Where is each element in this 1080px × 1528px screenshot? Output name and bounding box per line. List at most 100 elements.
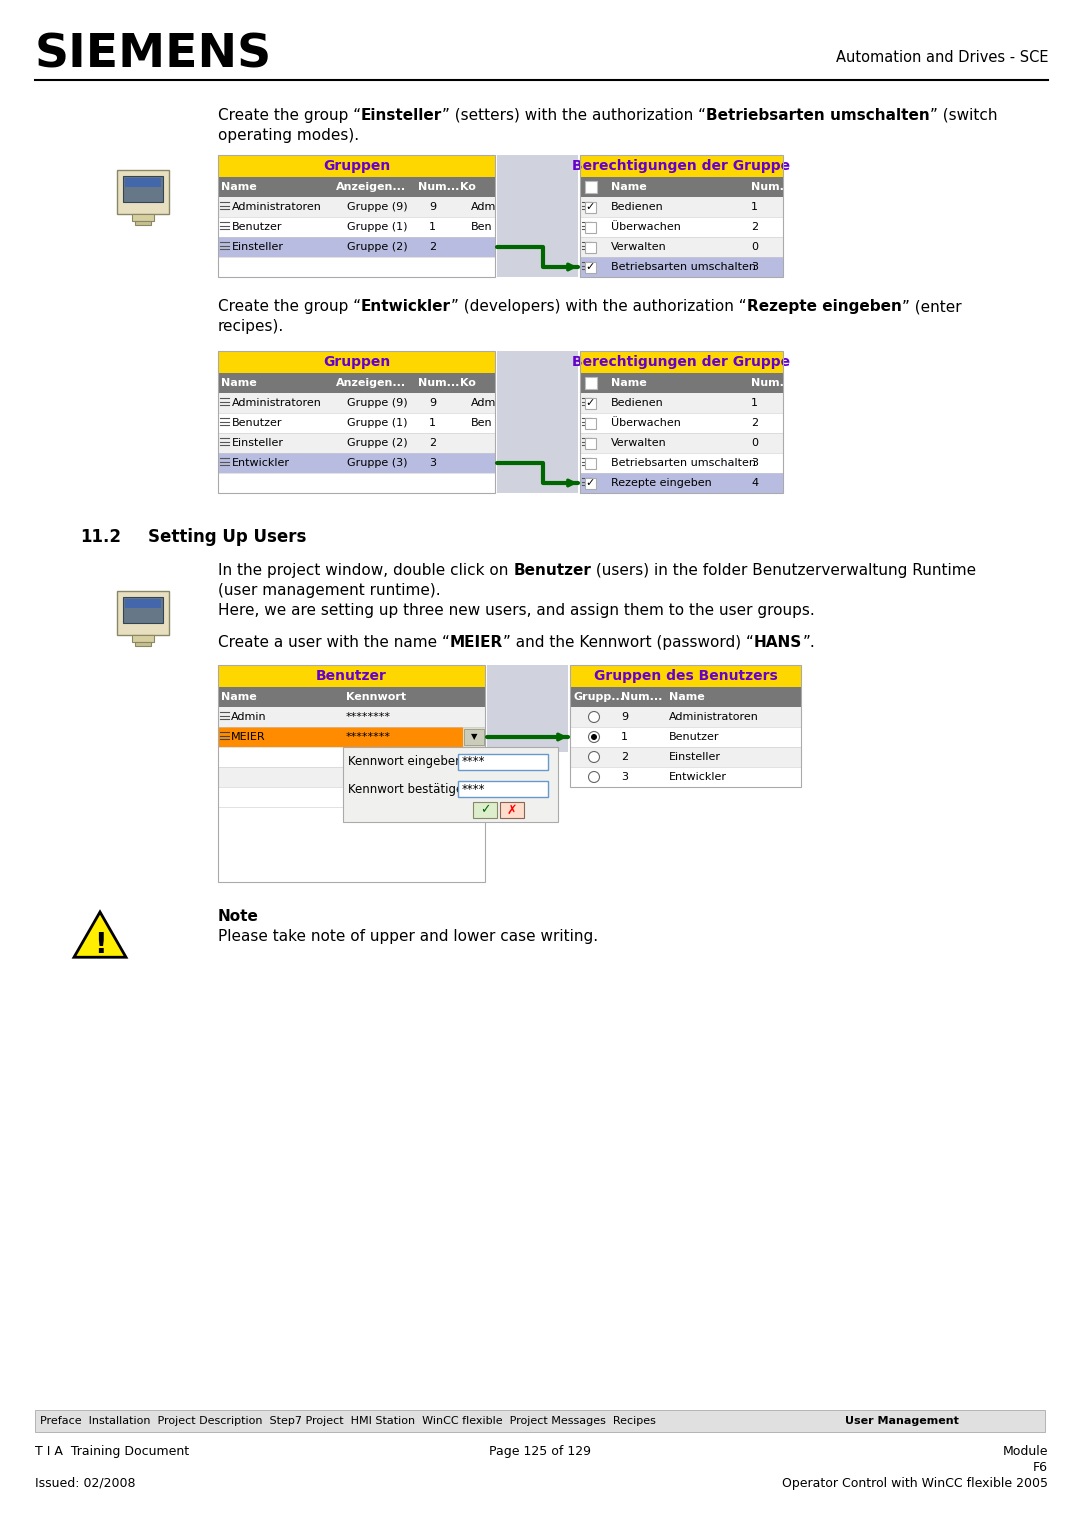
Bar (218, 237, 495, 257)
Text: Name: Name (669, 692, 705, 701)
Bar (580, 154, 783, 277)
Text: Note: Note (218, 909, 259, 924)
Bar (580, 237, 783, 257)
Text: Einsteller: Einsteller (232, 439, 284, 448)
Text: Num...: Num... (621, 692, 662, 701)
Text: In the project window, double click on: In the project window, double click on (218, 562, 513, 578)
Bar (218, 217, 495, 237)
Text: Name: Name (611, 377, 647, 388)
Text: Here, we are setting up three new users, and assign them to the user groups.: Here, we are setting up three new users,… (218, 604, 814, 617)
Text: Ko: Ko (460, 377, 476, 388)
Bar (218, 393, 495, 413)
Text: Einsteller: Einsteller (669, 752, 721, 762)
Bar (570, 688, 801, 707)
Text: Kennwort: Kennwort (346, 692, 406, 701)
Text: Name: Name (611, 182, 647, 193)
Bar (580, 197, 783, 217)
Text: Rezepte eingeben: Rezepte eingeben (611, 478, 712, 487)
Polygon shape (75, 912, 126, 957)
Bar (580, 257, 783, 277)
Bar (218, 787, 485, 807)
Bar (580, 217, 783, 237)
Text: ”.: ”. (802, 636, 815, 649)
Text: Betriebsarten umschalten: Betriebsarten umschalten (706, 108, 930, 122)
Bar (218, 452, 495, 474)
Text: (user management runtime).: (user management runtime). (218, 584, 441, 597)
Bar (580, 474, 783, 494)
Bar (580, 413, 783, 432)
Bar (585, 377, 597, 390)
Bar (497, 351, 578, 494)
Text: 3: 3 (621, 772, 627, 782)
Bar (135, 642, 150, 646)
Bar (585, 180, 597, 193)
Text: Kennwort eingeben: Kennwort eingeben (348, 755, 462, 769)
Text: 0: 0 (751, 439, 758, 448)
Text: MEIER: MEIER (231, 732, 266, 743)
Bar (117, 170, 170, 214)
Bar (218, 747, 485, 767)
Text: Überwachen: Überwachen (611, 419, 680, 428)
Text: 9: 9 (429, 202, 436, 212)
Text: Setting Up Users: Setting Up Users (148, 529, 307, 545)
Text: 1: 1 (429, 222, 436, 232)
Text: Please take note of upper and lower case writing.: Please take note of upper and lower case… (218, 929, 598, 944)
Bar (218, 727, 463, 747)
Bar (123, 597, 163, 623)
Text: User Management: User Management (845, 1416, 959, 1426)
Text: 2: 2 (429, 241, 436, 252)
Text: Rezepte eingeben: Rezepte eingeben (746, 299, 902, 313)
Text: Create the group “: Create the group “ (218, 108, 361, 122)
Bar (585, 222, 596, 232)
Bar (500, 802, 524, 817)
Text: HANS: HANS (754, 636, 802, 649)
Circle shape (589, 752, 599, 762)
Text: ********: ******** (346, 712, 391, 723)
Bar (35, 1410, 1045, 1432)
Text: ✓: ✓ (585, 261, 595, 272)
Text: ” (setters) with the authorization “: ” (setters) with the authorization “ (443, 108, 706, 122)
Text: Grupp...: Grupp... (573, 692, 624, 701)
Text: ” (switch: ” (switch (930, 108, 998, 122)
Bar (585, 437, 596, 449)
Bar (580, 351, 783, 373)
Text: Module: Module (1002, 1445, 1048, 1458)
Bar (117, 591, 170, 634)
Text: 9: 9 (621, 712, 629, 723)
Bar (497, 154, 578, 277)
Text: Name: Name (221, 692, 257, 701)
Circle shape (591, 733, 597, 740)
Bar (218, 767, 485, 787)
Circle shape (589, 732, 599, 743)
Text: ✓: ✓ (585, 397, 595, 408)
Text: Benutzer: Benutzer (669, 732, 719, 743)
Text: Adm: Adm (471, 202, 497, 212)
Bar (218, 351, 495, 373)
Text: Adm: Adm (471, 397, 497, 408)
Bar (218, 154, 495, 277)
Text: Berechtigungen der Gruppe: Berechtigungen der Gruppe (572, 159, 791, 173)
Text: T I A  Training Document: T I A Training Document (35, 1445, 189, 1458)
Text: ✗: ✗ (507, 804, 517, 816)
Bar (132, 214, 153, 222)
Text: Num.: Num. (751, 182, 784, 193)
Text: 1: 1 (751, 397, 758, 408)
Text: ✓: ✓ (585, 202, 595, 212)
Text: Administratoren: Administratoren (669, 712, 759, 723)
Bar (218, 688, 485, 707)
Text: (users) in the folder Benutzerverwaltung Runtime: (users) in the folder Benutzerverwaltung… (591, 562, 976, 578)
Text: Betriebsarten umschalten: Betriebsarten umschalten (611, 261, 756, 272)
Text: 2: 2 (429, 439, 436, 448)
Bar (458, 753, 548, 770)
Text: recipes).: recipes). (218, 319, 284, 335)
Circle shape (589, 772, 599, 782)
Text: Entwickler: Entwickler (361, 299, 451, 313)
Bar (580, 452, 783, 474)
Text: Page 125 of 129: Page 125 of 129 (489, 1445, 591, 1458)
Text: 4: 4 (751, 478, 758, 487)
Bar (218, 413, 495, 432)
Text: 2: 2 (751, 222, 758, 232)
Text: Verwalten: Verwalten (611, 241, 666, 252)
Text: Gruppe (9): Gruppe (9) (347, 202, 407, 212)
Text: Name: Name (221, 182, 257, 193)
